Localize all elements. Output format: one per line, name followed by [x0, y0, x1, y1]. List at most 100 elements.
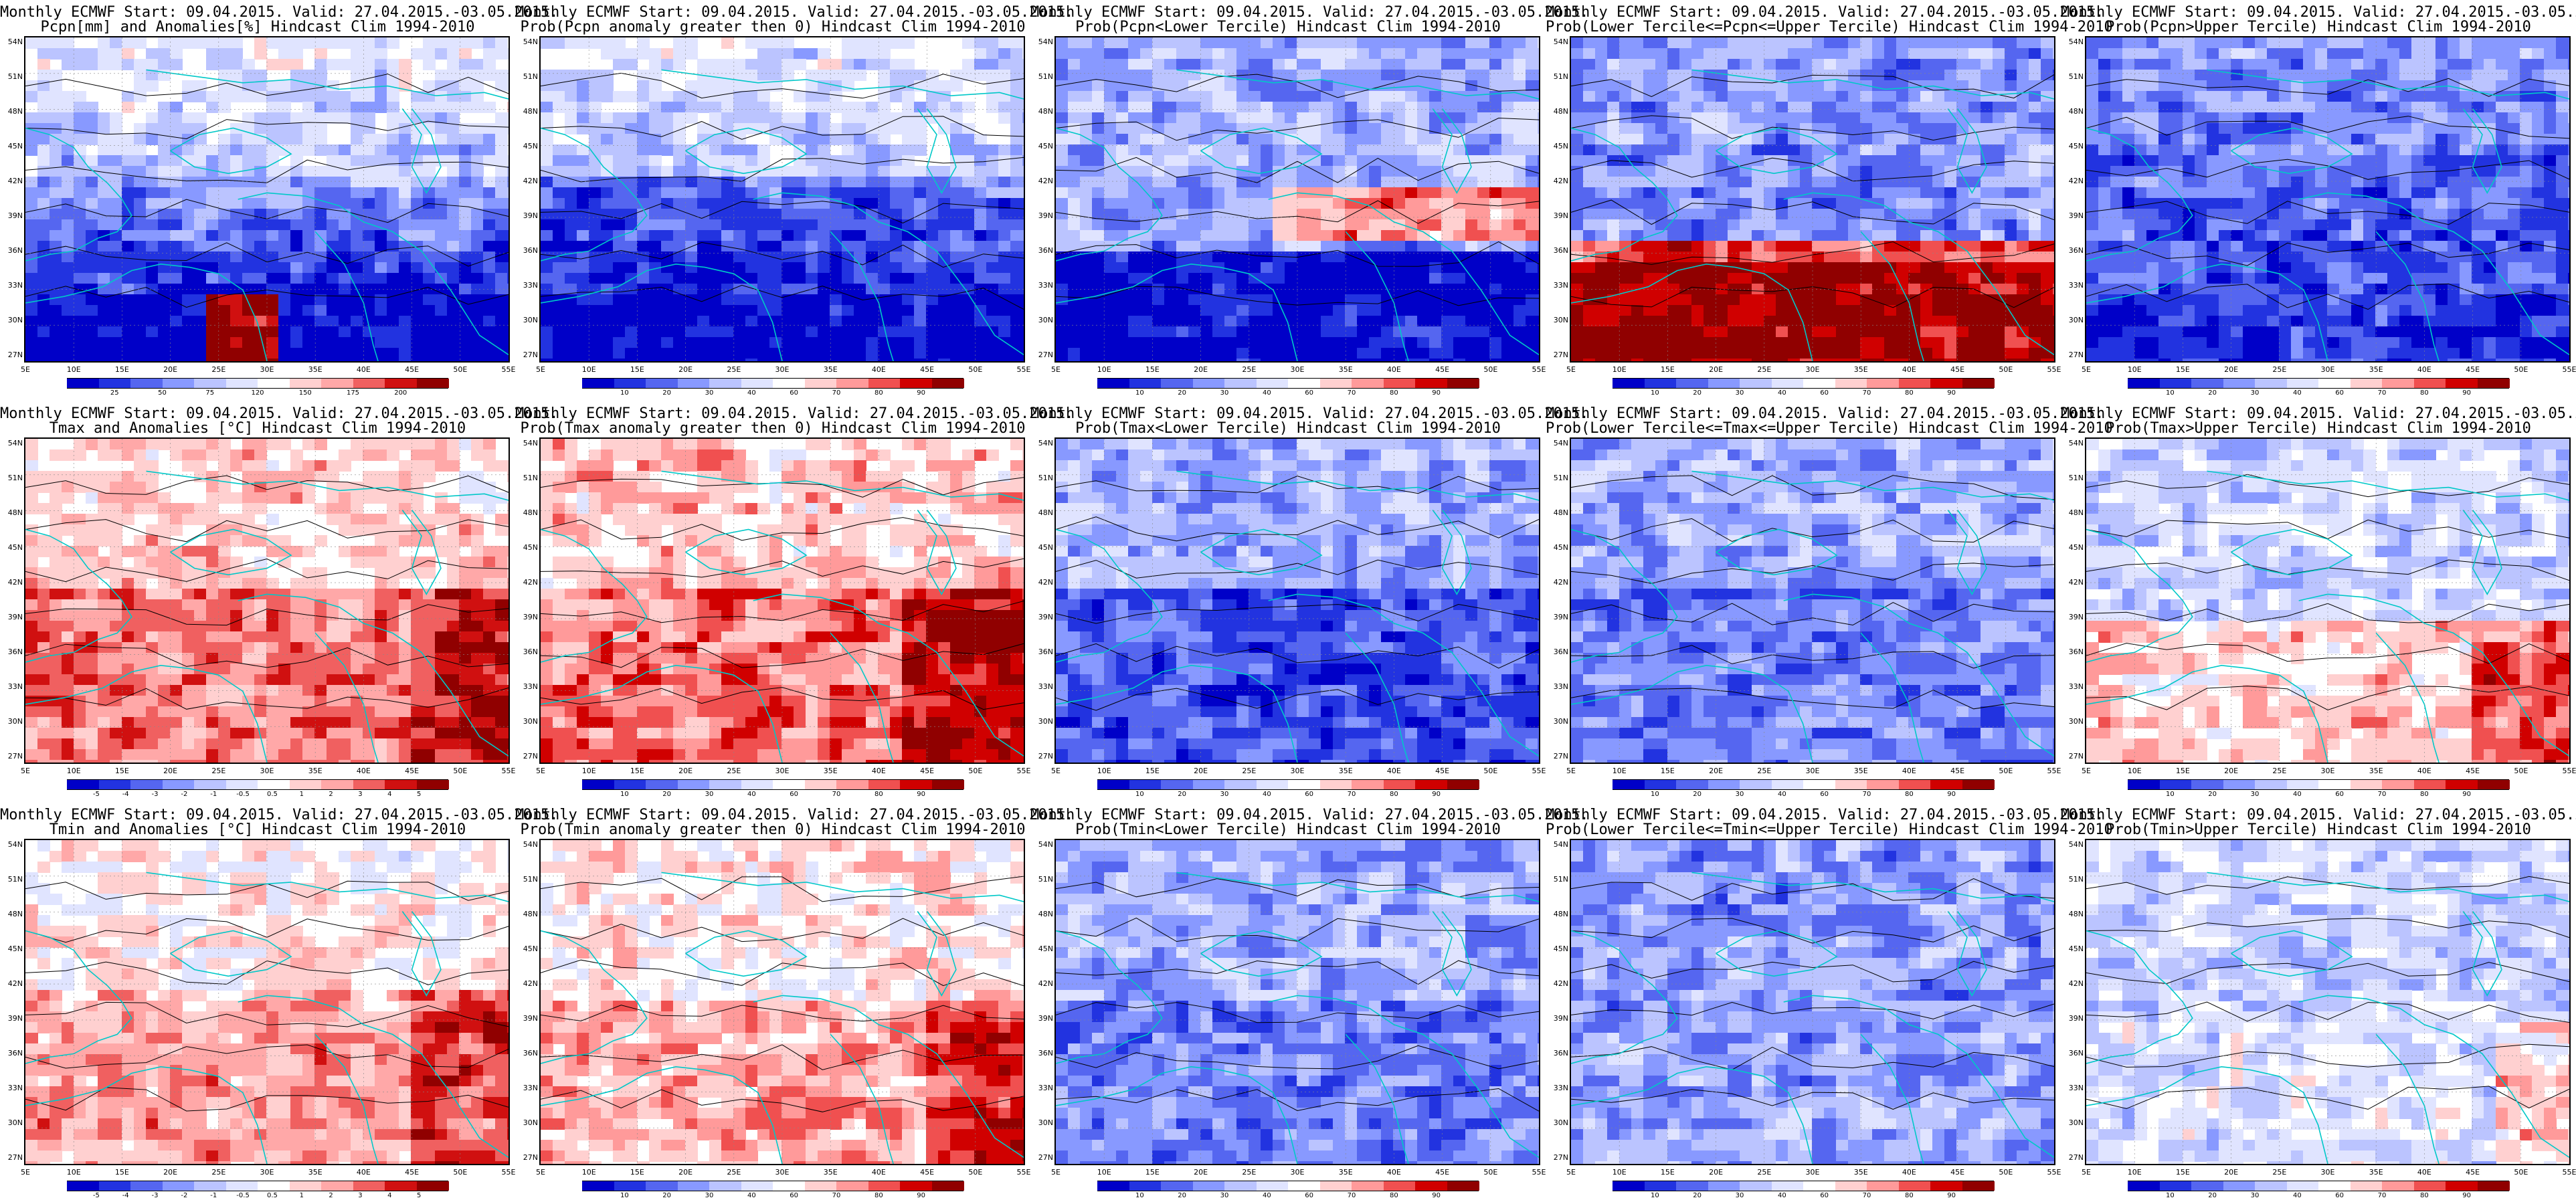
field-cell: [242, 144, 255, 156]
field-cell: [1092, 230, 1105, 241]
field-cell: [1152, 241, 1165, 252]
field-cell: [1441, 219, 1454, 231]
field-cell: [1357, 284, 1370, 295]
field-cell: [794, 359, 806, 361]
field-cell: [1872, 294, 1885, 306]
field-cell: [902, 305, 915, 316]
field-cell: [854, 123, 866, 134]
field-cell: [2029, 155, 2041, 167]
field-cell: [1956, 91, 1969, 102]
field-cell: [182, 284, 195, 295]
field-cell: [182, 219, 195, 231]
field-cell: [1116, 155, 1129, 167]
field-cell: [1884, 155, 1897, 167]
field-cell: [926, 80, 939, 92]
field-cell: [62, 144, 74, 156]
field-cell: [1607, 48, 1620, 60]
field-cell: [1740, 273, 1752, 284]
field-cell: [363, 112, 375, 124]
longitude-label: 10E: [1097, 365, 1111, 374]
colorbar-swatch: [98, 379, 131, 388]
field-cell: [435, 37, 448, 49]
field-cell: [649, 155, 662, 167]
field-cell: [1860, 262, 1873, 274]
field-cell: [1152, 284, 1165, 295]
field-cell: [1212, 123, 1225, 134]
field-cell: [1619, 80, 1632, 92]
field-cell: [1764, 134, 1776, 145]
field-cell: [1309, 37, 1321, 49]
field-cell: [2041, 219, 2053, 231]
field-cell: [1667, 262, 1680, 274]
field-cell: [158, 37, 171, 49]
field-cell: [1788, 177, 1801, 188]
field-cell: [553, 198, 565, 209]
field-cell: [314, 230, 327, 241]
field-cell: [709, 273, 722, 284]
field-cell: [1285, 241, 1297, 252]
field-cell: [974, 294, 987, 306]
field-cell: [1453, 273, 1466, 284]
field-cell: [1465, 91, 1478, 102]
field-cell: [1956, 262, 1969, 274]
field-cell: [158, 123, 171, 134]
field-cell: [1526, 359, 1538, 361]
field-cell: [1607, 80, 1620, 92]
field-cell: [2005, 102, 2017, 113]
field-cell: [351, 359, 363, 361]
field-cell: [1643, 102, 1656, 113]
field-cell: [266, 123, 279, 134]
field-cell: [962, 348, 975, 359]
field-cell: [1333, 209, 1346, 220]
field-cell: [962, 166, 975, 177]
field-cell: [1489, 134, 1502, 145]
field-cell: [1453, 80, 1466, 92]
field-cell: [1595, 91, 1608, 102]
field-cell: [1321, 219, 1333, 231]
field-cell: [387, 70, 399, 81]
field-cell: [1477, 102, 1490, 113]
field-cell: [962, 305, 975, 316]
field-cell: [387, 284, 399, 295]
field-cell: [2017, 102, 2029, 113]
field-cell: [1249, 123, 1261, 134]
field-cell: [902, 230, 915, 241]
colorbar-swatch: [646, 379, 678, 388]
field-cell: [1417, 359, 1430, 361]
field-cell: [1860, 284, 1873, 295]
field-cell: [1908, 241, 1921, 252]
field-cell: [1981, 48, 1993, 60]
field-cell: [1848, 80, 1861, 92]
field-cell: [266, 219, 279, 231]
field-cell: [1920, 59, 1933, 70]
field-cell: [1297, 177, 1309, 188]
field-cell: [1321, 273, 1333, 284]
field-cell: [158, 219, 171, 231]
field-cell: [1860, 305, 1873, 316]
field-cell: [206, 166, 219, 177]
field-cell: [146, 326, 159, 338]
field-cell: [601, 187, 614, 199]
field-cell: [194, 316, 207, 327]
field-cell: [50, 198, 62, 209]
field-cell: [721, 59, 734, 70]
field-cell: [363, 209, 375, 220]
field-cell: [1381, 48, 1394, 60]
field-cell: [1164, 112, 1177, 124]
field-cell: [37, 198, 50, 209]
field-cell: [314, 59, 327, 70]
field-cell: [278, 348, 291, 359]
field-cell: [914, 305, 927, 316]
field-cell: [1453, 102, 1466, 113]
field-cell: [842, 262, 854, 274]
field-cell: [1441, 284, 1454, 295]
field-cell: [314, 241, 327, 252]
field-cell: [577, 198, 589, 209]
field-cell: [1571, 252, 1584, 263]
field-cell: [1836, 80, 1849, 92]
field-cell: [327, 219, 339, 231]
field-cell: [134, 359, 147, 361]
field-cell: [1679, 262, 1692, 274]
field-cell: [1716, 337, 1728, 348]
field-cell: [1297, 102, 1309, 113]
